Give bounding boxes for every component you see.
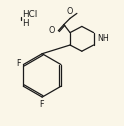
- Text: O: O: [48, 26, 55, 35]
- Text: F: F: [40, 100, 44, 109]
- Text: NH: NH: [97, 34, 109, 43]
- Text: F: F: [16, 59, 21, 68]
- Text: O: O: [67, 7, 73, 16]
- Text: HCl: HCl: [22, 10, 37, 19]
- Text: H: H: [22, 19, 28, 28]
